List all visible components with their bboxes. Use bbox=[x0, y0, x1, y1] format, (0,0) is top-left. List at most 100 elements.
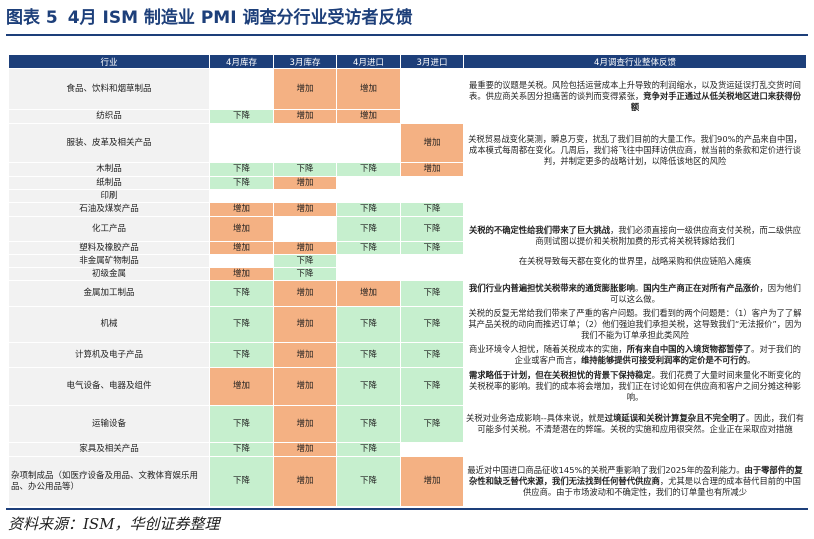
mar-imports-cell bbox=[400, 109, 464, 124]
feedback-cell: 关税的反复无常给我们带来了严重的客户问题。我们看到的两个问题是：（1）客户为了了… bbox=[463, 306, 807, 343]
apr-inventory-cell: 下降 bbox=[209, 109, 274, 124]
feedback-cell bbox=[463, 442, 807, 457]
feedback-text: 。我们花费了大量时间来量化不断变化的关税税率的影响。我们的成本将会增加，我们正在… bbox=[469, 370, 801, 402]
table-header-row: 行业 4月库存 3月库存 4月进口 3月进口 4月调查行业整体反馈 bbox=[8, 54, 807, 69]
feedback-text: 商业环境令人担忧，随着关税成本的实施， bbox=[469, 344, 627, 354]
table-row: 印刷 bbox=[8, 189, 807, 203]
apr-inventory-cell: 下降 bbox=[209, 342, 274, 368]
apr-inventory-cell: 下降 bbox=[209, 456, 274, 507]
feedback-emphasis: 我们行业内普遍担忧关税带来的通货膨胀影响 bbox=[469, 282, 635, 293]
feedback-cell: 关税的不确定性给我们带来了巨大挑战，我们必须直接向一级供应商支付关税，而二级供应… bbox=[463, 216, 807, 255]
feedback-text: ，尤其是以合理的成本替代目前的中国供应商。由于市场波动和不确定性，我们的订单量也… bbox=[522, 476, 801, 497]
figure-title: 4月 ISM 制造业 PMI 调查分行业受访者反馈 bbox=[67, 8, 413, 28]
header-mar-imports: 3月进口 bbox=[400, 54, 464, 69]
apr-imports-cell: 下降 bbox=[336, 241, 401, 255]
table-row: 计算机及电子产品 下降 增加 下降 下降 商业环境令人担忧，随着关税成本的实施，… bbox=[8, 342, 807, 368]
mar-imports-cell: 增加 bbox=[400, 162, 464, 177]
table-row: 电气设备、电器及组件 增加 增加 下降 下降 需求略低于计划，但在关税担忧的背景… bbox=[8, 367, 807, 406]
mar-inventory-cell: 增加 bbox=[273, 342, 337, 368]
feedback-cell bbox=[463, 267, 807, 281]
feedback-text: 最近对中国进口商品征收145%的关税严重影响了我们2025年的盈利能力。 bbox=[467, 465, 745, 475]
industry-cell: 纺织品 bbox=[8, 109, 210, 124]
feedback-text: 。 bbox=[747, 355, 756, 365]
apr-inventory-cell: 增加 bbox=[209, 367, 274, 406]
mar-inventory-cell: 增加 bbox=[273, 280, 337, 307]
mar-imports-cell: 增加 bbox=[400, 123, 464, 163]
mar-inventory-cell: 下降 bbox=[273, 162, 337, 177]
industry-cell: 非金属矿物制品 bbox=[8, 254, 210, 268]
table-row: 家具及相关产品 下降 增加 下降 bbox=[8, 442, 807, 457]
table-row: 杂项制成品（如医疗设备及用品、文教体育娱乐用品、办公用品等） 下降 增加 下降 … bbox=[8, 456, 807, 507]
industry-cell: 机械 bbox=[8, 306, 210, 343]
table-row: 纸制品 下降 增加 bbox=[8, 176, 807, 217]
feedback-emphasis: 所有来自中国的入境货物都暂停了 bbox=[626, 344, 752, 354]
mar-imports-cell: 增加 bbox=[400, 456, 464, 507]
header-mar-inventory: 3月库存 bbox=[273, 54, 337, 69]
feedback-emphasis: 维持能够提供可接受利润率的定价是不可行的 bbox=[581, 355, 748, 365]
industry-cell: 杂项制成品（如医疗设备及用品、文教体育娱乐用品、办公用品等） bbox=[8, 456, 210, 507]
mar-inventory-cell: 增加 bbox=[273, 202, 337, 217]
feedback-text: ，因为他们可以这么做。 bbox=[610, 282, 801, 304]
feedback-emphasis: 过境延误和关税计算复杂且不完全明了 bbox=[604, 413, 746, 423]
footer-divider bbox=[6, 508, 808, 510]
table-row: 食品、饮料和烟草制品 增加 增加 最重要的议题是关税。风险包括运营成本上升导致的… bbox=[8, 68, 807, 124]
feedback-cell: 需求略低于计划，但在关税担忧的背景下保持稳定。我们花费了大量时间来量化不断变化的… bbox=[463, 367, 807, 406]
industry-cell: 石油及煤炭产品 bbox=[8, 202, 210, 217]
apr-inventory-cell: 下降 bbox=[209, 442, 274, 457]
mar-inventory-cell: 增加 bbox=[273, 176, 337, 190]
feedback-cell: 最近对中国进口商品征收145%的关税严重影响了我们2025年的盈利能力。由于零部… bbox=[463, 456, 807, 507]
mar-inventory-cell bbox=[273, 189, 337, 203]
mar-imports-cell bbox=[400, 176, 464, 190]
apr-imports-cell bbox=[336, 176, 401, 190]
table-row: 塑料及橡胶产品 增加 增加 下降 下降 bbox=[8, 241, 807, 255]
table-row: 运输设备 下降 增加 下降 下降 关税对业务造成影响--具体来说，就是过境延误和… bbox=[8, 405, 807, 443]
mar-inventory-cell: 下降 bbox=[273, 254, 337, 268]
industry-cell: 初级金属 bbox=[8, 267, 210, 281]
table-row: 机械 下降 增加 下降 下降 关税的反复无常给我们带来了严重的客户问题。我们看到… bbox=[8, 306, 807, 343]
feedback-emphasis: 关税的不确定性给我们带来了巨大挑战 bbox=[469, 224, 611, 235]
table-row: 非金属矿物制品 下降 在关税导致每天都在变化的世界里，战略采购和供应链陷入瘫痪 bbox=[8, 254, 807, 268]
apr-inventory-cell: 增加 bbox=[209, 241, 274, 255]
apr-imports-cell: 下降 bbox=[336, 405, 401, 443]
feedback-cell: 最重要的议题是关税。风险包括运营成本上升导致的利润缩水，以及货运延误打乱交货时间… bbox=[463, 68, 807, 124]
feedback-text: 。因此，我们有可能多付关税。不清楚潜在的弊端。关税的实施和应用很突然。企业正在采… bbox=[477, 413, 804, 434]
mar-imports-cell bbox=[400, 68, 464, 110]
header-feedback: 4月调查行业整体反馈 bbox=[463, 54, 807, 69]
apr-inventory-cell: 增加 bbox=[209, 267, 274, 281]
chart-title: 图表 5 4月 ISM 制造业 PMI 调查分行业受访者反馈 bbox=[6, 4, 422, 32]
feedback-text: 。对于我们的企业或客户而言， bbox=[514, 344, 801, 365]
mar-imports-cell: 下降 bbox=[400, 216, 464, 242]
apr-imports-cell: 下降 bbox=[336, 342, 401, 368]
apr-imports-cell: 下降 bbox=[336, 202, 401, 217]
apr-inventory-cell: 下降 bbox=[209, 306, 274, 343]
apr-inventory-cell: 下降 bbox=[209, 280, 274, 307]
apr-imports-cell: 下降 bbox=[336, 162, 401, 177]
feedback-emphasis: 需求略低于计划，但在关税担忧的背景下保持稳定 bbox=[469, 370, 652, 380]
apr-imports-cell bbox=[336, 123, 401, 163]
mar-imports-cell bbox=[400, 442, 464, 457]
industry-cell: 家具及相关产品 bbox=[8, 442, 210, 457]
mar-inventory-cell: 增加 bbox=[273, 306, 337, 343]
feedback-emphasis: 国内生产商正在对所有产品涨价 bbox=[643, 282, 760, 293]
apr-inventory-cell: 增加 bbox=[209, 202, 274, 217]
table-row: 初级金属 增加 下降 bbox=[8, 267, 807, 281]
feedback-cell: 我们行业内普遍担忧关税带来的通货膨胀影响。国内生产商正在对所有产品涨价，因为他们… bbox=[463, 280, 807, 307]
apr-imports-cell: 增加 bbox=[336, 68, 401, 110]
mar-inventory-cell bbox=[273, 216, 337, 242]
feedback-emphasis: 竞争对手正通过从低关税地区进口来获得份额 bbox=[630, 90, 801, 112]
mar-inventory-cell: 下降 bbox=[273, 267, 337, 281]
industry-cell: 纸制品 bbox=[8, 176, 210, 190]
apr-inventory-cell bbox=[209, 68, 274, 110]
mar-imports-cell: 下降 bbox=[400, 405, 464, 443]
apr-inventory-cell: 下降 bbox=[209, 162, 274, 177]
source-note: 资料来源：ISM，华创证券整理 bbox=[8, 515, 220, 533]
table-row: 纺织品 下降 增加 增加 bbox=[8, 109, 807, 124]
mar-imports-cell: 下降 bbox=[400, 306, 464, 343]
apr-imports-cell: 增加 bbox=[336, 109, 401, 124]
feedback-cell: 商业环境令人担忧，随着关税成本的实施，所有来自中国的入境货物都暂停了。对于我们的… bbox=[463, 342, 807, 368]
industry-cell: 塑料及橡胶产品 bbox=[8, 241, 210, 255]
industry-cell: 服装、皮革及相关产品 bbox=[8, 123, 210, 163]
mar-imports-cell bbox=[400, 267, 464, 281]
header-apr-inventory: 4月库存 bbox=[209, 54, 274, 69]
mar-imports-cell: 下降 bbox=[400, 367, 464, 406]
